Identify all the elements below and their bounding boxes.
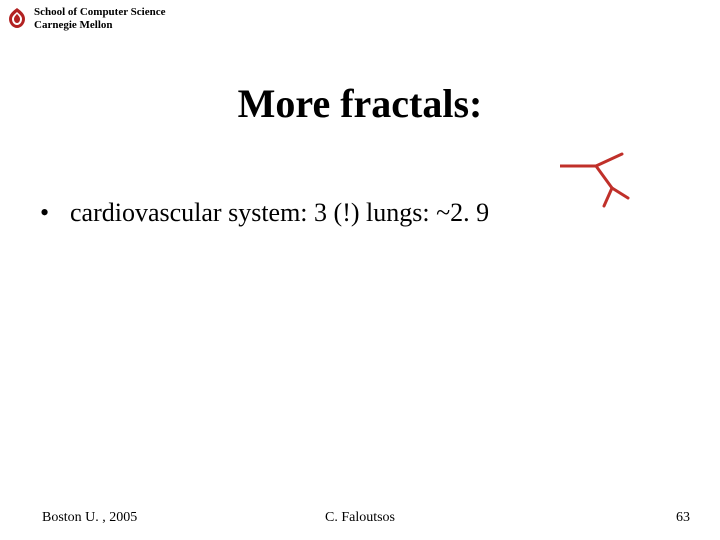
header-line1: School of Computer Science xyxy=(34,6,165,19)
slide-title: More fractals: xyxy=(0,80,720,127)
header: School of Computer Science Carnegie Mell… xyxy=(6,6,165,31)
bullet-marker: • xyxy=(40,198,70,228)
footer-center: C. Faloutsos xyxy=(325,510,395,526)
fractal-branch-icon xyxy=(560,152,640,212)
cmu-logo-icon xyxy=(6,6,28,30)
header-line2: Carnegie Mellon xyxy=(34,19,165,32)
header-text: School of Computer Science Carnegie Mell… xyxy=(34,6,165,31)
footer-right: 63 xyxy=(676,510,690,526)
footer-left: Boston U. , 2005 xyxy=(42,510,137,526)
